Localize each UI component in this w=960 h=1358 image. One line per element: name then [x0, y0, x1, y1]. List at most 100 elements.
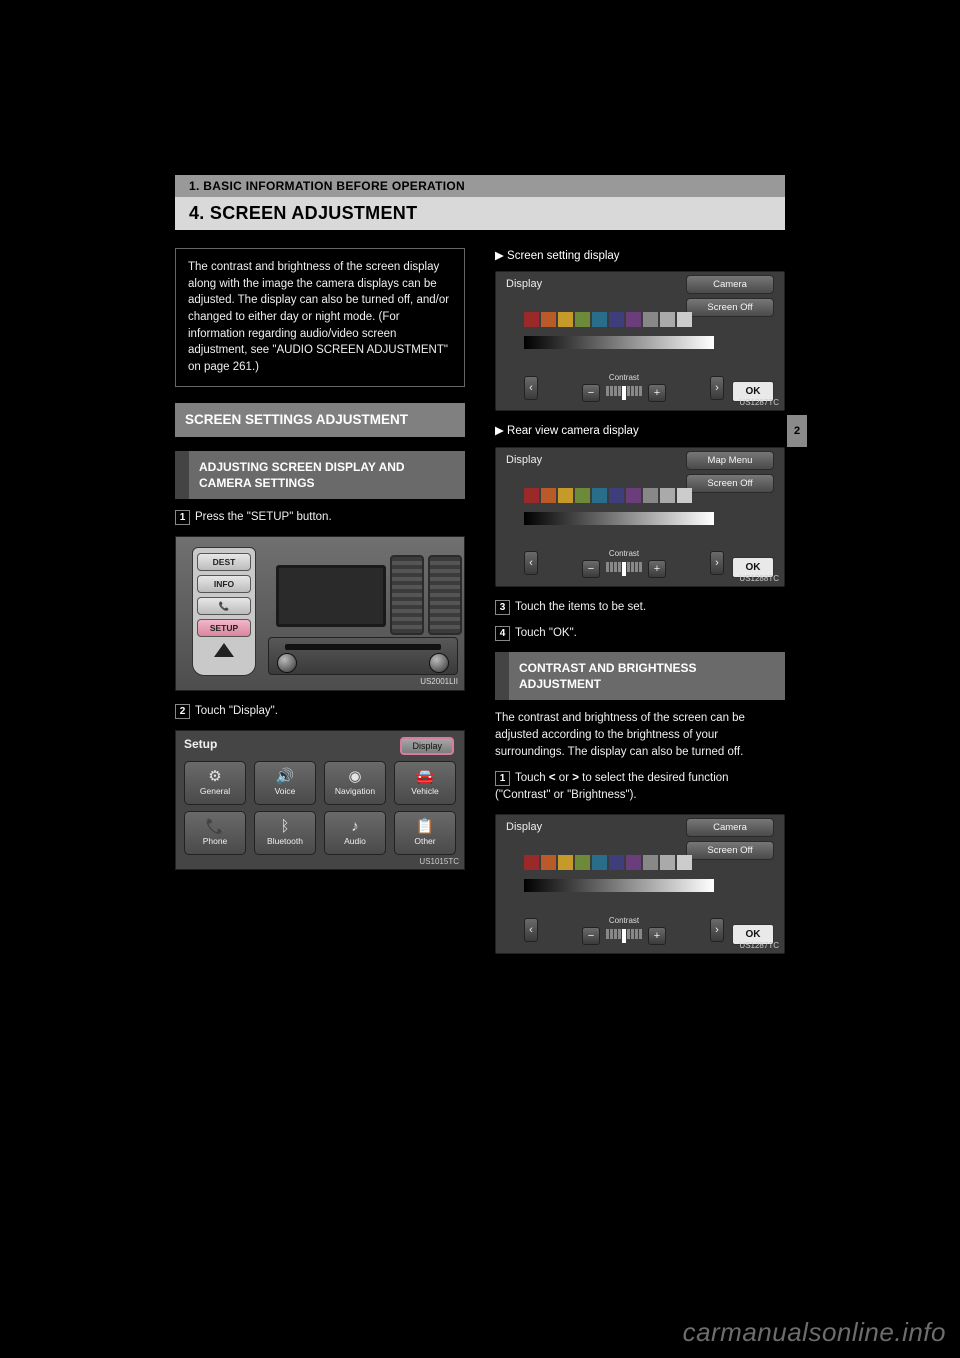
figure-setup-screen: Setup Display ⚙General🔊Voice◉Navigation🚘… — [175, 730, 465, 870]
swatch[interactable] — [609, 488, 624, 503]
swatch[interactable] — [626, 488, 641, 503]
swatch[interactable] — [592, 312, 607, 327]
prev-arrow-button[interactable]: ‹ — [524, 551, 538, 575]
screen-off-button[interactable]: Screen Off — [686, 474, 774, 493]
section-heading: 4. SCREEN ADJUSTMENT — [175, 197, 785, 230]
swatch[interactable] — [541, 312, 556, 327]
screen-off-button[interactable]: Screen Off — [686, 841, 774, 860]
step-4: 4Touch "OK". — [495, 625, 785, 642]
swatch[interactable] — [524, 312, 539, 327]
dest-button[interactable]: DEST — [197, 553, 251, 571]
next-arrow-button[interactable]: › — [710, 918, 724, 942]
step-number: 2 — [175, 704, 190, 719]
screen-setting-label: ▶ Screen setting display — [495, 248, 785, 265]
figure-caption: US2001LII — [420, 677, 458, 686]
swatch[interactable] — [643, 488, 658, 503]
plus-button[interactable]: + — [648, 560, 666, 578]
setup-cell-bluetooth[interactable]: ᛒBluetooth — [254, 811, 316, 855]
general-icon: ⚙ — [208, 769, 221, 784]
figure-display-screen-1: DisplayCameraScreen Off‹Contrast−+›OK US… — [495, 271, 785, 411]
swatch[interactable] — [626, 312, 641, 327]
info-button[interactable]: INFO — [197, 575, 251, 593]
contrast-control: ‹ Contrast− + › — [524, 916, 724, 945]
swatch[interactable] — [626, 855, 641, 870]
display-title: Display — [506, 278, 542, 290]
minus-button[interactable]: − — [582, 560, 600, 578]
swatch[interactable] — [660, 312, 675, 327]
swatch[interactable] — [677, 488, 692, 503]
swatch[interactable] — [660, 855, 675, 870]
step-3: 3Touch the items to be set. — [495, 599, 785, 616]
swatch[interactable] — [643, 855, 658, 870]
setup-cell-phone[interactable]: 📞Phone — [184, 811, 246, 855]
step-number: 1 — [495, 771, 510, 786]
display-button[interactable]: Display — [400, 737, 454, 755]
camera-button[interactable]: Camera — [686, 275, 774, 294]
swatch[interactable] — [677, 855, 692, 870]
swatch[interactable] — [575, 312, 590, 327]
figure-display-screen-3: DisplayCameraScreen Off‹Contrast−+›OK US… — [495, 814, 785, 954]
minus-button[interactable]: − — [582, 384, 600, 402]
setup-cell-label: Audio — [344, 836, 366, 846]
swatch[interactable] — [677, 312, 692, 327]
swatch[interactable] — [575, 855, 590, 870]
swatch[interactable] — [575, 488, 590, 503]
phone-button[interactable]: 📞 — [197, 597, 251, 615]
other-icon: 📋 — [416, 819, 435, 834]
swatch[interactable] — [660, 488, 675, 503]
right-column: ▶ Screen setting display Display Camera Sc… — [495, 248, 785, 966]
map-menu-button[interactable]: Map Menu — [686, 451, 774, 470]
camera-setting-label: ▶ Rear view camera display — [495, 423, 785, 440]
display-top-buttons: Map Menu Screen Off — [686, 451, 774, 493]
side-tab: 2 — [787, 415, 807, 447]
air-vent-icon — [390, 555, 424, 635]
meter: Contrast− + — [544, 549, 704, 578]
disc-slot — [285, 644, 441, 650]
setup-cell-voice[interactable]: 🔊Voice — [254, 761, 316, 805]
figure-display-screen-2: DisplayMap MenuScreen Off‹Contrast−+›OK … — [495, 447, 785, 587]
next-arrow-button[interactable]: › — [710, 551, 724, 575]
setup-cell-audio[interactable]: ♪ Audio — [324, 811, 386, 855]
swatch[interactable] — [558, 855, 573, 870]
prev-arrow-button[interactable]: ‹ — [524, 376, 538, 400]
step-1-text: Press the "SETUP" button. — [195, 511, 332, 523]
watermark: carmanualsonline.info — [683, 1317, 946, 1348]
meter-label: Contrast — [609, 549, 639, 558]
setup-cell-other[interactable]: 📋Other — [394, 811, 456, 855]
color-swatches — [524, 855, 692, 870]
plus-button[interactable]: + — [648, 927, 666, 945]
swatch[interactable] — [609, 312, 624, 327]
prev-arrow-button[interactable]: ‹ — [524, 918, 538, 942]
screen-off-button[interactable]: Screen Off — [686, 298, 774, 317]
swatch[interactable] — [609, 855, 624, 870]
cb-step-1: 1Touch < or > to select the desired func… — [495, 770, 785, 803]
color-swatches — [524, 488, 692, 503]
meter-bar — [606, 562, 642, 576]
swatch[interactable] — [643, 312, 658, 327]
setup-cell-label: Phone — [203, 836, 228, 846]
minus-button[interactable]: − — [582, 927, 600, 945]
voice-icon: 🔊 — [276, 769, 295, 784]
swatch[interactable] — [524, 488, 539, 503]
swatch[interactable] — [558, 488, 573, 503]
display-top-buttons: Camera Screen Off — [686, 275, 774, 317]
lower-console — [268, 637, 458, 675]
swatch[interactable] — [592, 855, 607, 870]
camera-button[interactable]: Camera — [686, 818, 774, 837]
bluetooth-icon: ᛒ — [280, 819, 289, 834]
swatch[interactable] — [524, 855, 539, 870]
setup-cell-general[interactable]: ⚙General — [184, 761, 246, 805]
meter-label: Contrast — [609, 916, 639, 925]
audio-icon: ♪ — [351, 819, 359, 834]
next-arrow-button[interactable]: › — [710, 376, 724, 400]
swatch[interactable] — [541, 855, 556, 870]
swatch[interactable] — [558, 312, 573, 327]
swatch[interactable] — [592, 488, 607, 503]
meter: Contrast−+ — [544, 373, 704, 402]
swatch[interactable] — [541, 488, 556, 503]
plus-button[interactable]: + — [648, 384, 666, 402]
setup-cell-navigation[interactable]: ◉Navigation — [324, 761, 386, 805]
setup-button[interactable]: SETUP — [197, 619, 251, 637]
setup-cell-vehicle[interactable]: 🚘Vehicle — [394, 761, 456, 805]
knob-icon — [429, 653, 449, 673]
